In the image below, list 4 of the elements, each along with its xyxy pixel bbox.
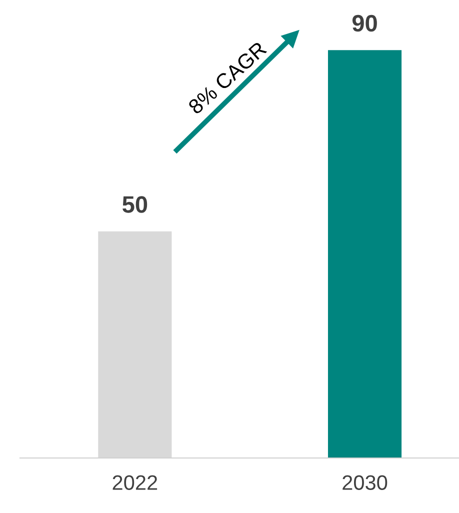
x-tick-label: 2022 <box>112 475 158 490</box>
data-label: 90 <box>352 14 377 32</box>
x-tick-label: 2030 <box>342 475 388 490</box>
data-label: 50 <box>122 196 148 213</box>
